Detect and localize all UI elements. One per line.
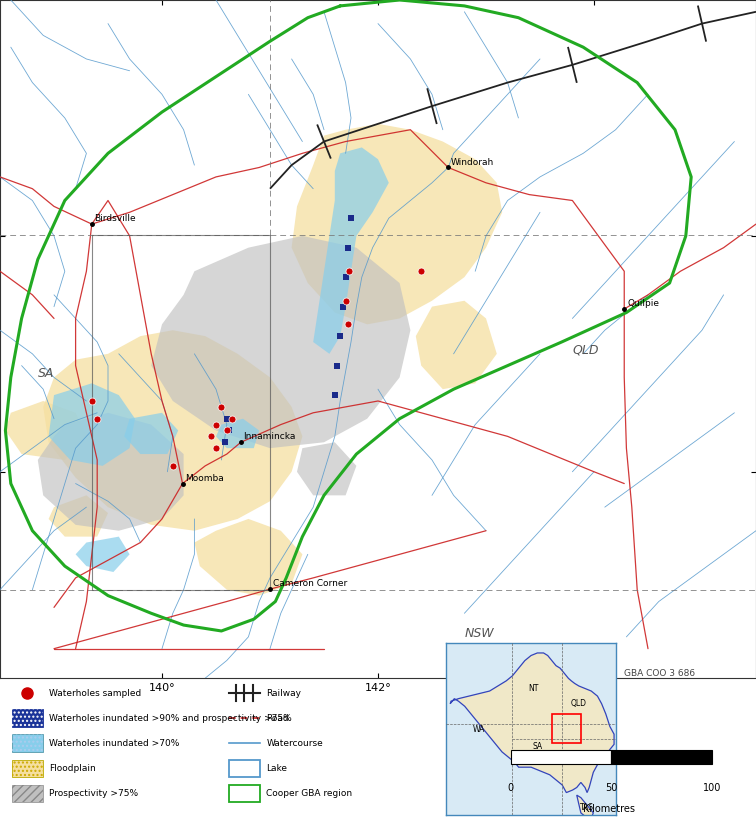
Polygon shape [76, 537, 129, 572]
Polygon shape [216, 418, 259, 448]
Text: SA: SA [38, 367, 54, 381]
Polygon shape [38, 413, 184, 531]
Text: TAS: TAS [580, 803, 594, 812]
Text: WA: WA [473, 725, 485, 733]
Bar [612, 750, 712, 764]
Bar [12, 760, 42, 778]
Bar [12, 735, 42, 752]
Polygon shape [450, 653, 614, 792]
Text: Kilometres: Kilometres [583, 804, 634, 814]
Bar [12, 785, 42, 802]
Text: 50: 50 [606, 783, 618, 792]
Polygon shape [43, 330, 302, 531]
Polygon shape [297, 442, 356, 496]
Polygon shape [48, 383, 135, 466]
Polygon shape [577, 795, 593, 818]
Text: GBA COO 3 686: GBA COO 3 686 [624, 668, 696, 677]
Bar [12, 709, 42, 727]
Text: QLD: QLD [571, 700, 587, 709]
Text: NSW: NSW [464, 627, 494, 640]
Polygon shape [151, 236, 411, 448]
Text: NSW: NSW [578, 755, 596, 764]
Polygon shape [48, 496, 108, 537]
Bar [12, 709, 42, 727]
Bar [12, 785, 42, 802]
Text: Quilpie: Quilpie [627, 299, 659, 308]
Bar [12, 760, 42, 778]
Text: Cameron Corner: Cameron Corner [273, 580, 347, 589]
Text: Waterholes sampled: Waterholes sampled [49, 689, 141, 698]
Polygon shape [194, 519, 302, 596]
Polygon shape [292, 124, 502, 325]
Polygon shape [416, 301, 497, 389]
Text: Innamincka: Innamincka [243, 432, 296, 441]
Bar [229, 760, 259, 778]
Text: Floodplain: Floodplain [49, 764, 96, 773]
Bar [12, 735, 42, 752]
Text: SA: SA [532, 742, 542, 751]
Text: Waterholes inundated >90% and prospectivity >75%: Waterholes inundated >90% and prospectiv… [49, 713, 292, 723]
Bar [229, 785, 259, 802]
Text: QLD: QLD [572, 344, 599, 357]
Polygon shape [313, 147, 389, 353]
Text: Cooper GBA region: Cooper GBA region [266, 789, 352, 798]
Text: Prospectivity >75%: Prospectivity >75% [49, 789, 138, 798]
Text: 100: 100 [703, 783, 721, 792]
Text: Windorah: Windorah [451, 158, 494, 167]
Text: Railway: Railway [266, 689, 301, 698]
Text: NT: NT [528, 684, 538, 693]
Bar [510, 750, 612, 764]
Polygon shape [124, 413, 178, 454]
Text: Moomba: Moomba [185, 473, 224, 483]
Text: Lake: Lake [266, 764, 287, 773]
Text: Road: Road [266, 713, 289, 723]
Text: Birdsville: Birdsville [94, 215, 136, 224]
Text: Waterholes inundated >70%: Waterholes inundated >70% [49, 739, 180, 748]
Text: 0: 0 [507, 783, 514, 792]
Text: Watercourse: Watercourse [266, 739, 323, 748]
Polygon shape [5, 401, 86, 460]
